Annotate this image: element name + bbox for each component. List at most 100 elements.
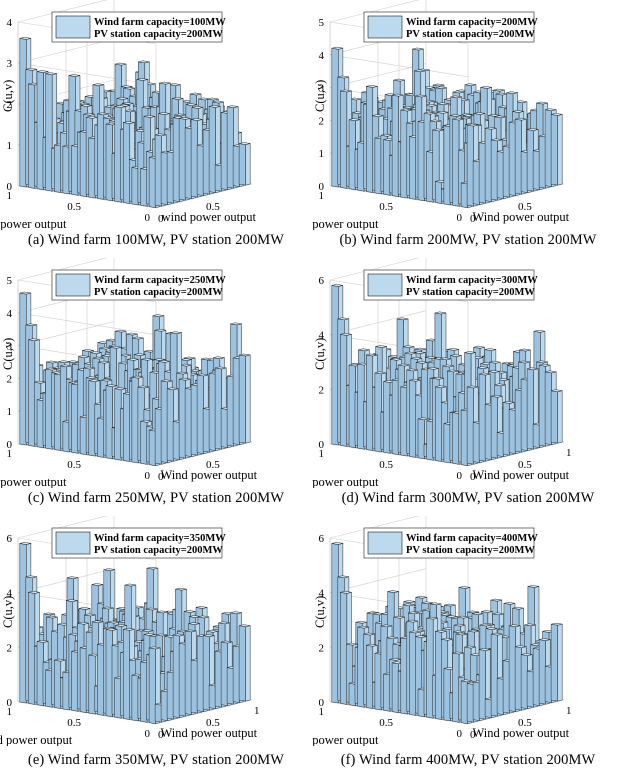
legend-entry: Wind farm capacity=400MW [406, 533, 538, 544]
y-axis: 1 0.5 0 PV power output [312, 448, 463, 488]
legend-entry: PV station capacity=200MW [94, 29, 223, 40]
bar [550, 389, 563, 444]
z-tick-label: 1 [7, 406, 13, 418]
legend-entry: Wind farm capacity=250MW [94, 275, 226, 286]
z-tick-label: 0 [7, 697, 13, 709]
caption-f: (f) Wind farm 400MW, PV station 200MW [340, 752, 596, 768]
legend-swatch [55, 531, 91, 555]
legend-entry: Wind farm capacity=300MW [406, 275, 538, 286]
legend-entry: Wind farm capacity=100MW [94, 17, 226, 28]
caption-a: (a) Wind farm 100MW, PV station 200MW [27, 232, 285, 248]
z-tick-label: 2 [7, 642, 13, 654]
bar [238, 624, 251, 702]
z-axis: 0 2 4 6 C(u,v) [313, 533, 327, 709]
z-tick-label: 3 [7, 58, 13, 70]
y-tick-label: 0 [457, 728, 463, 740]
x-tick-label: 0.5 [518, 201, 532, 213]
y-tick-label: 1 [7, 190, 13, 202]
z-axis: 0 1 2 3 4 5 C(u,v) [1, 275, 15, 451]
y-tick-label: 1 [7, 448, 13, 460]
y-axis-label: PV power output [312, 475, 379, 488]
z-tick-label: 4 [7, 17, 13, 29]
legend-swatch [55, 15, 91, 39]
x-axis: 0 0.5 1 Wind power output [158, 705, 260, 741]
x-tick-label: 0 [158, 471, 164, 483]
x-axis: 0 0.5 1 Wind power output [470, 705, 572, 741]
z-tick-label: 0 [319, 439, 325, 451]
y-tick-label: 0 [145, 212, 151, 224]
z-tick-label: 0 [7, 439, 13, 451]
z-tick-label: 6 [319, 533, 325, 545]
z-tick-label: 2 [7, 99, 13, 111]
y-tick-label: 0.5 [67, 717, 81, 729]
z-axis-label: C(u,v) [313, 338, 327, 370]
bars [331, 46, 563, 208]
x-tick-label: 0.5 [518, 459, 532, 471]
caption-b: (b) Wind farm 200MW, PV station 200MW [339, 232, 597, 248]
caption-e: (e) Wind farm 350MW, PV station 200MW [27, 752, 285, 768]
y-axis: 1 0.5 0 PV power output [0, 448, 151, 488]
z-tick-label: 1 [7, 140, 13, 152]
x-tick-label: 0 [158, 729, 164, 741]
z-tick-label: 1 [319, 148, 325, 160]
z-axis-label: C(u,v) [1, 80, 15, 112]
bar [478, 648, 491, 720]
y-axis-label: PV power output [312, 733, 379, 746]
bars [331, 542, 563, 724]
x-axis: 0 0.5 1 Wind power output [470, 447, 572, 483]
bars [19, 291, 251, 466]
z-tick-label: 4 [7, 308, 13, 320]
legend-entry: PV station capacity=200MW [94, 287, 223, 298]
x-tick-label: 0 [158, 213, 164, 225]
y-tick-label: 1 [319, 448, 325, 460]
x-axis-label: Wind power output [160, 726, 257, 740]
y-tick-label: 0 [145, 728, 151, 740]
x-axis-label: wind power output [162, 210, 257, 224]
y-axis: 1 0.5 0 PV power output [312, 706, 463, 746]
y-axis-label: PV power output [312, 217, 379, 230]
y-axis-label: PV power output [0, 217, 67, 230]
z-tick-label: 4 [319, 588, 325, 600]
legend-swatch [367, 15, 403, 39]
y-axis-label: PV power output [0, 475, 67, 488]
z-axis: 0 1 2 3 4 5 C(u,v) [313, 17, 327, 193]
bars [19, 542, 251, 724]
bars [19, 36, 251, 208]
y-tick-label: 0.5 [67, 459, 81, 471]
z-tick-label: 3 [319, 83, 325, 95]
legend-entry: PV station capacity=200MW [406, 545, 535, 556]
z-tick-label: 0 [319, 697, 325, 709]
z-axis: 0 1 2 3 4 C(u,v) [1, 17, 15, 193]
z-axis: 0 2 4 6 C(u,v) [1, 533, 15, 709]
panel-d: 0 2 4 6 C(u,v) 1 0.5 0 PV power output 0 0.5 1 Wind … [312, 258, 624, 516]
x-tick-label: 0 [470, 471, 476, 483]
z-tick-label: 2 [7, 373, 13, 385]
y-tick-label: 1 [319, 706, 325, 718]
legend-swatch [55, 273, 91, 297]
z-tick-label: 0 [319, 181, 325, 193]
y-axis: 1 0.5 0 PV power output [0, 190, 151, 230]
x-tick-label: 1 [566, 447, 572, 459]
caption-d: (d) Wind farm 300MW, PV sation 200MW [341, 490, 595, 506]
x-axis-label: Wind power output [472, 468, 569, 482]
y-tick-label: 0.5 [379, 201, 393, 213]
legend-entry: PV station capacity=200MW [406, 29, 535, 40]
bar [550, 113, 563, 186]
x-tick-label: 0.5 [518, 717, 532, 729]
chart-f: 0 2 4 6 C(u,v) 1 0.5 0 PV power output 0 0.5 1 Wind … [312, 516, 572, 746]
y-tick-label: 0.5 [379, 459, 393, 471]
y-tick-label: 0 [457, 212, 463, 224]
y-tick-label: 1 [7, 706, 13, 718]
z-tick-label: 2 [319, 384, 325, 396]
